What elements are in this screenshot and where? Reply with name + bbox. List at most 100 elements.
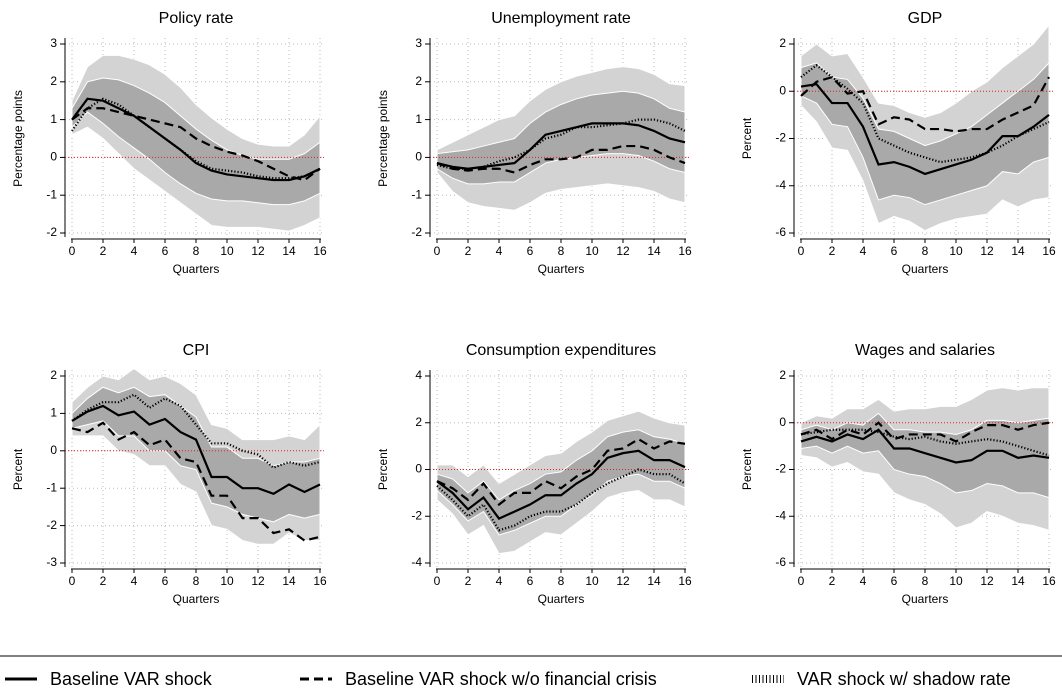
series-line — [71, 97, 321, 180]
x-tick-label: 6 — [891, 574, 898, 588]
x-tick-label: 12 — [616, 244, 630, 258]
series-line — [800, 428, 1050, 464]
x-tick-label: 12 — [251, 574, 265, 588]
x-tick-label: 4 — [496, 244, 503, 258]
y-tick-label: -6 — [775, 225, 786, 239]
x-tick-label: 8 — [922, 244, 929, 258]
x-tick-label: 16 — [1042, 574, 1056, 588]
x-tick-label: 10 — [585, 244, 599, 258]
x-tick-label: 14 — [647, 574, 661, 588]
y-tick-label: 2 — [415, 415, 422, 429]
x-tick-label: 10 — [949, 244, 963, 258]
x-axis-label: Quarters — [902, 592, 949, 606]
x-tick-label: 14 — [1011, 244, 1025, 258]
x-tick-label: 0 — [798, 244, 805, 258]
x-tick-label: 4 — [131, 244, 138, 258]
y-tick-label: 2 — [50, 368, 57, 382]
y-tick-label: 3 — [415, 36, 422, 50]
x-tick-label: 2 — [465, 574, 472, 588]
confidence-band — [71, 77, 321, 206]
x-tick-label: 0 — [69, 244, 76, 258]
x-tick-label: 12 — [616, 574, 630, 588]
panel-title: Unemployment rate — [491, 10, 631, 27]
y-tick-label: 2 — [779, 368, 786, 382]
y-tick-label: -1 — [46, 480, 57, 494]
x-tick-label: 16 — [678, 244, 692, 258]
y-tick-label: 3 — [50, 36, 57, 50]
x-tick-label: 0 — [434, 574, 441, 588]
y-tick-label: 0 — [415, 462, 422, 476]
x-tick-label: 10 — [585, 574, 599, 588]
series-line — [71, 421, 321, 542]
series-line — [800, 421, 1050, 443]
x-tick-label: 0 — [69, 574, 76, 588]
y-tick-label: -4 — [775, 178, 786, 192]
y-axis-label: Percent — [376, 448, 390, 490]
x-tick-label: 8 — [922, 574, 929, 588]
legend-label: Baseline VAR shock — [50, 669, 213, 689]
series-line — [71, 107, 321, 182]
x-tick-label: 6 — [527, 244, 534, 258]
x-tick-label: 2 — [100, 574, 107, 588]
y-tick-label: 0 — [779, 415, 786, 429]
series-line — [436, 437, 686, 507]
x-tick-label: 16 — [313, 574, 327, 588]
y-axis-label: Percent — [740, 448, 754, 490]
x-tick-label: 8 — [193, 574, 200, 588]
y-tick-label: -2 — [411, 508, 422, 522]
series-line — [436, 449, 686, 520]
y-tick-label: -1 — [46, 187, 57, 201]
y-tick-label: 1 — [50, 112, 57, 126]
x-tick-label: 6 — [891, 244, 898, 258]
y-tick-label: -2 — [775, 131, 786, 145]
x-tick-label: 2 — [465, 244, 472, 258]
y-axis-label: Percent — [740, 117, 754, 159]
confidence-band — [436, 429, 686, 536]
x-tick-label: 2 — [829, 574, 836, 588]
x-tick-label: 4 — [131, 574, 138, 588]
panel-title: Consumption expenditures — [466, 342, 656, 359]
y-tick-label: -2 — [46, 518, 57, 532]
y-tick-label: 4 — [415, 368, 422, 382]
x-tick-label: 16 — [1042, 244, 1056, 258]
confidence-band — [436, 90, 686, 185]
x-tick-label: 14 — [282, 244, 296, 258]
y-tick-label: 1 — [50, 406, 57, 420]
x-tick-label: 0 — [798, 574, 805, 588]
x-tick-label: 4 — [860, 574, 867, 588]
x-axis-label: Quarters — [173, 262, 220, 276]
x-tick-label: 10 — [220, 574, 234, 588]
x-tick-label: 0 — [434, 244, 441, 258]
y-axis-label: Percent — [11, 448, 25, 490]
x-tick-label: 14 — [1011, 574, 1025, 588]
x-axis-label: Quarters — [902, 262, 949, 276]
y-tick-label: 0 — [415, 150, 422, 164]
panel-title: Wages and salaries — [855, 342, 995, 359]
x-axis-label: Quarters — [538, 262, 585, 276]
series-line — [436, 118, 686, 170]
legend-label: VAR shock w/ shadow rate — [797, 669, 1011, 689]
x-tick-label: 2 — [829, 244, 836, 258]
x-tick-label: 6 — [162, 244, 169, 258]
x-tick-label: 2 — [100, 244, 107, 258]
x-tick-label: 14 — [282, 574, 296, 588]
series-line — [800, 63, 1050, 164]
series-line — [800, 75, 1050, 133]
series-line — [800, 428, 1050, 457]
series-line — [71, 97, 321, 182]
y-tick-label: 2 — [415, 74, 422, 88]
x-tick-label: 12 — [251, 244, 265, 258]
y-tick-label: 0 — [779, 83, 786, 97]
y-tick-label: -6 — [775, 555, 786, 569]
x-tick-label: 8 — [558, 244, 565, 258]
series-line — [71, 404, 321, 496]
panel-title: Policy rate — [159, 10, 234, 27]
x-axis-label: Quarters — [173, 592, 220, 606]
panel-title: CPI — [183, 342, 210, 359]
x-tick-label: 6 — [162, 574, 169, 588]
series-line — [800, 82, 1050, 176]
x-tick-label: 4 — [496, 574, 503, 588]
y-tick-label: -4 — [775, 508, 786, 522]
y-tick-label: 0 — [50, 443, 57, 457]
